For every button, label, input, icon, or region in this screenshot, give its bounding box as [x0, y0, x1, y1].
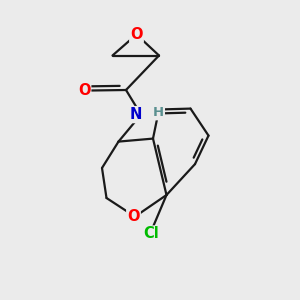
Text: H: H	[153, 106, 164, 119]
Text: O: O	[130, 27, 143, 42]
Text: N: N	[129, 107, 142, 122]
Text: O: O	[127, 209, 140, 224]
Text: O: O	[78, 83, 90, 98]
Text: Cl: Cl	[144, 226, 159, 242]
